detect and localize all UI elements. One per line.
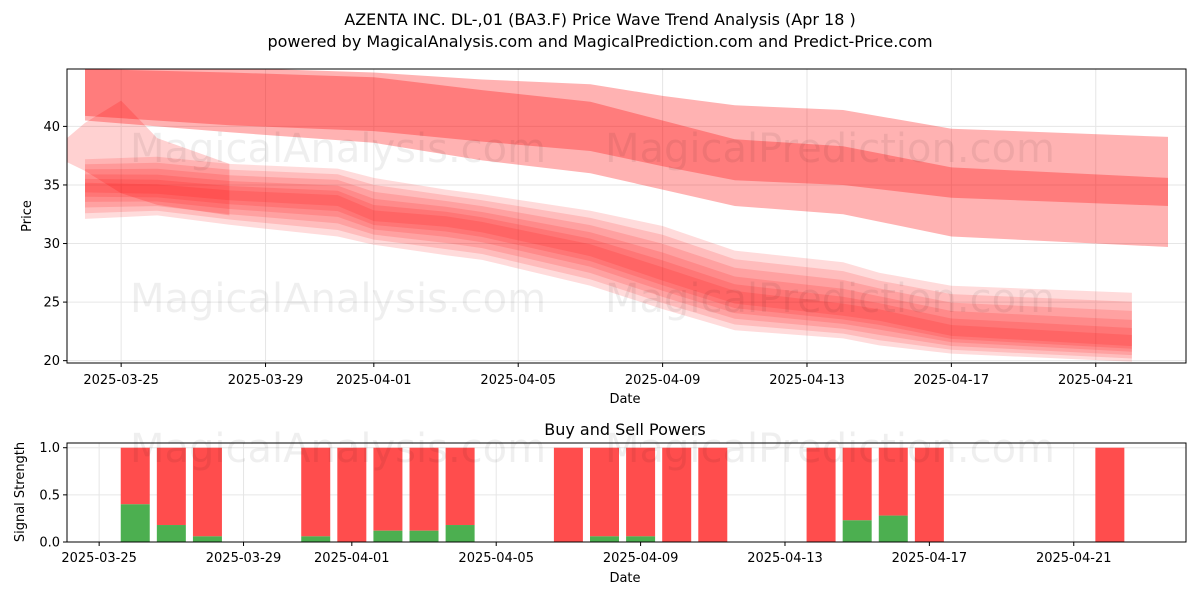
chart-subtitle: powered by MagicalAnalysis.com and Magic…	[267, 32, 933, 51]
sell-power-bar	[373, 447, 403, 531]
price-x-label: Date	[609, 392, 640, 407]
sell-power-bar	[156, 447, 186, 526]
price-y-label: Price	[20, 200, 35, 232]
watermark-analysis-mid: MagicalAnalysis.com	[130, 276, 546, 322]
upper-band-outer	[85, 69, 1168, 247]
power-y-label: Signal Strength	[13, 442, 28, 542]
buy-power-bar	[590, 536, 619, 542]
power-y-tick-label: 1.0	[39, 441, 60, 456]
buy-power-bar	[156, 525, 186, 542]
power-bars	[120, 447, 1125, 542]
price-x-tick-label: 2025-03-25	[83, 373, 159, 388]
power-y-tick-label: 0.5	[39, 488, 60, 503]
sell-power-bar	[806, 447, 836, 542]
watermark-analysis-bottom: MagicalAnalysis.com	[130, 426, 546, 472]
price-x-tick-label: 2025-04-05	[480, 373, 556, 388]
power-x-tick-label: 2025-04-17	[892, 551, 968, 566]
price-x-ticks: 2025-03-25 2025-03-29 2025-04-01 2025-04-05…	[83, 363, 1134, 388]
price-x-tick-label: 2025-04-09	[625, 373, 701, 388]
watermark-prediction-bottom: MagicalPrediction.com	[605, 426, 1055, 472]
price-y-tick-label: 20	[43, 354, 60, 369]
power-axes-frame	[66, 442, 1187, 543]
buy-power-bar	[409, 530, 439, 542]
power-y-ticks: 0.0 0.5 1.0	[39, 441, 67, 551]
sell-power-bar	[553, 447, 583, 542]
early-spike-band	[67, 100, 230, 216]
sell-power-bar	[698, 447, 728, 542]
sell-power-bar	[445, 447, 475, 526]
upper-band-inner	[85, 69, 1168, 206]
sell-power-bar	[1095, 447, 1125, 542]
price-x-tick-label: 2025-04-01	[336, 373, 412, 388]
sell-power-bar	[301, 447, 331, 537]
buy-power-bar	[626, 536, 656, 542]
power-x-tick-label: 2025-03-29	[206, 551, 282, 566]
lower-band-layer	[85, 174, 1132, 352]
power-x-tick-label: 2025-04-21	[1036, 551, 1112, 566]
sell-power-bar	[842, 447, 872, 521]
power-chart-title: Buy and Sell Powers	[544, 420, 706, 439]
power-x-ticks: 2025-03-25 2025-03-29 2025-04-01 2025-04-05…	[61, 542, 1112, 566]
chart-title: AZENTA INC. DL-,01 (BA3.F) Price Wave Tr…	[344, 10, 856, 29]
watermark-analysis-top: MagicalAnalysis.com	[130, 126, 546, 172]
sell-power-bar	[120, 447, 150, 505]
sell-power-bar	[192, 447, 222, 537]
price-x-tick-label: 2025-04-13	[769, 373, 845, 388]
power-x-tick-label: 2025-04-13	[747, 551, 823, 566]
power-x-label: Date	[609, 571, 640, 586]
buy-power-bar	[301, 536, 331, 542]
watermark-prediction-top: MagicalPrediction.com	[605, 126, 1055, 172]
sell-power-bar	[626, 447, 656, 537]
buy-power-bar	[878, 515, 908, 542]
lower-band-layer	[85, 156, 1132, 362]
power-x-tick-label: 2025-04-09	[603, 551, 679, 566]
sell-power-bar	[878, 447, 908, 516]
price-x-tick-label: 2025-03-29	[228, 373, 304, 388]
power-y-tick-label: 0.0	[39, 536, 60, 551]
price-y-tick-label: 40	[43, 120, 60, 135]
sell-power-bar	[337, 447, 367, 542]
buy-power-bar	[192, 536, 222, 542]
lower-band-layer	[85, 178, 1132, 349]
sell-power-bar	[914, 447, 944, 542]
price-bands	[67, 69, 1168, 362]
power-x-tick-label: 2025-04-01	[314, 551, 390, 566]
sell-power-bar	[409, 447, 439, 531]
price-x-tick-label: 2025-04-17	[914, 373, 990, 388]
lower-band-layer	[85, 182, 1132, 347]
price-axes-frame	[66, 68, 1187, 364]
buy-power-bar	[842, 520, 872, 542]
price-y-ticks: 20 25 30 35 40	[43, 120, 67, 369]
power-x-tick-label: 2025-03-25	[61, 551, 137, 566]
price-y-tick-label: 35	[43, 178, 60, 193]
watermark-prediction-mid: MagicalPrediction.com	[605, 276, 1055, 322]
buy-power-bar	[120, 504, 150, 542]
buy-power-bar	[373, 530, 403, 542]
price-grid	[67, 69, 1186, 363]
power-x-tick-label: 2025-04-05	[458, 551, 534, 566]
price-y-tick-label: 25	[43, 296, 60, 311]
price-x-tick-label: 2025-04-21	[1058, 373, 1134, 388]
sell-power-bar	[662, 447, 692, 542]
buy-power-bar	[445, 525, 475, 542]
price-y-tick-label: 30	[43, 237, 60, 252]
lower-band-layer	[85, 168, 1132, 356]
sell-power-bar	[590, 447, 619, 537]
lower-band-layer	[85, 162, 1132, 359]
